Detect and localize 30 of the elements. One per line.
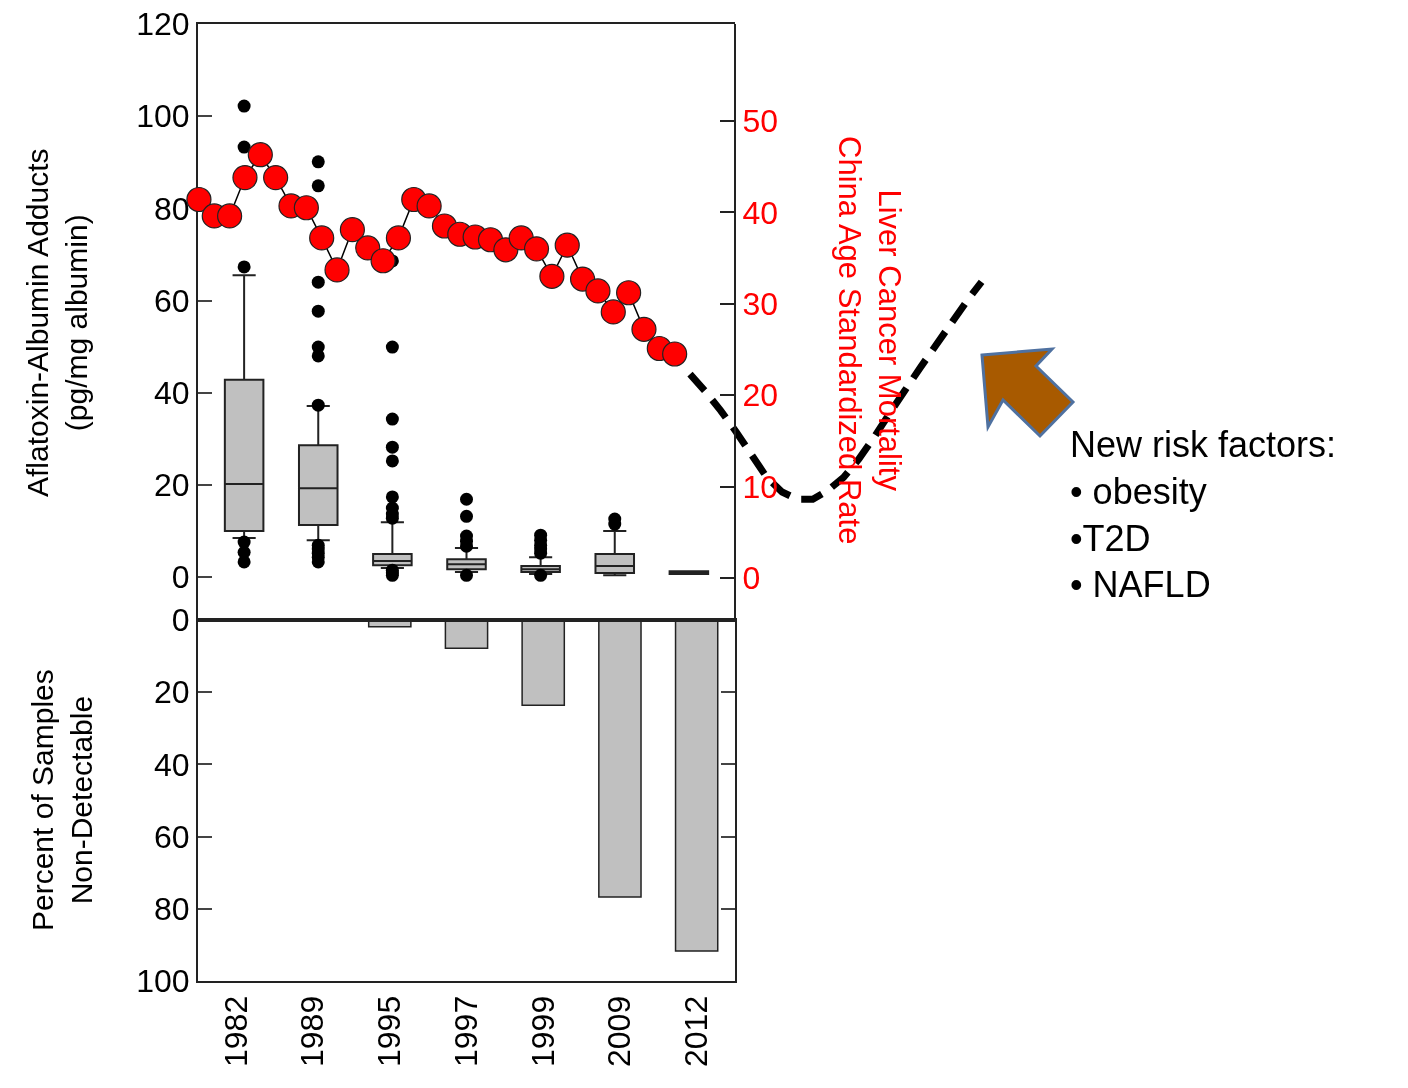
y-tick-label: 60 xyxy=(154,818,190,855)
x-tick-label: 1995 xyxy=(371,995,408,1067)
y-tick-label: 0 xyxy=(742,560,761,597)
y-tick-label: 20 xyxy=(742,377,778,414)
x-tick-label: 1989 xyxy=(294,995,331,1067)
y-tick-label: 0 xyxy=(171,559,190,596)
y-tick-label: 20 xyxy=(154,674,190,711)
x-tick-label: 1997 xyxy=(447,995,484,1067)
text: New risk factors: • obesity •T2D • NAFLD xyxy=(1070,424,1337,606)
y-axis-title: Liver Cancer Mortality China Age Standardized Rate xyxy=(831,136,907,545)
y-tick-label: 30 xyxy=(742,285,778,322)
y-tick-label: 40 xyxy=(154,374,190,411)
x-tick-label: 2009 xyxy=(601,995,638,1067)
y-tick-label: 120 xyxy=(136,6,190,43)
x-tick-label: 1999 xyxy=(524,995,561,1067)
y-tick-label: 60 xyxy=(154,282,190,319)
y-tick-label: 80 xyxy=(154,891,190,927)
y-tick-label: 100 xyxy=(136,963,190,1000)
y-tick-label: 40 xyxy=(742,194,778,231)
y-tick-label: 100 xyxy=(136,98,190,135)
y-axis-title: Percent of Samples Non-Detectable xyxy=(26,669,98,931)
y-tick-label: 40 xyxy=(154,746,190,783)
x-tick-label: 1982 xyxy=(217,995,254,1067)
x-tick-label: 2012 xyxy=(678,995,715,1067)
y-tick-label: 50 xyxy=(742,103,778,140)
y-tick-label: 0 xyxy=(171,602,190,639)
y-axis-title: Aflatoxin-Albumin Adducts (pg/mg albumin) xyxy=(21,148,93,497)
y-tick-label: 20 xyxy=(154,467,190,504)
y-tick-label: 80 xyxy=(154,190,190,227)
y-tick-label: 10 xyxy=(742,468,778,505)
